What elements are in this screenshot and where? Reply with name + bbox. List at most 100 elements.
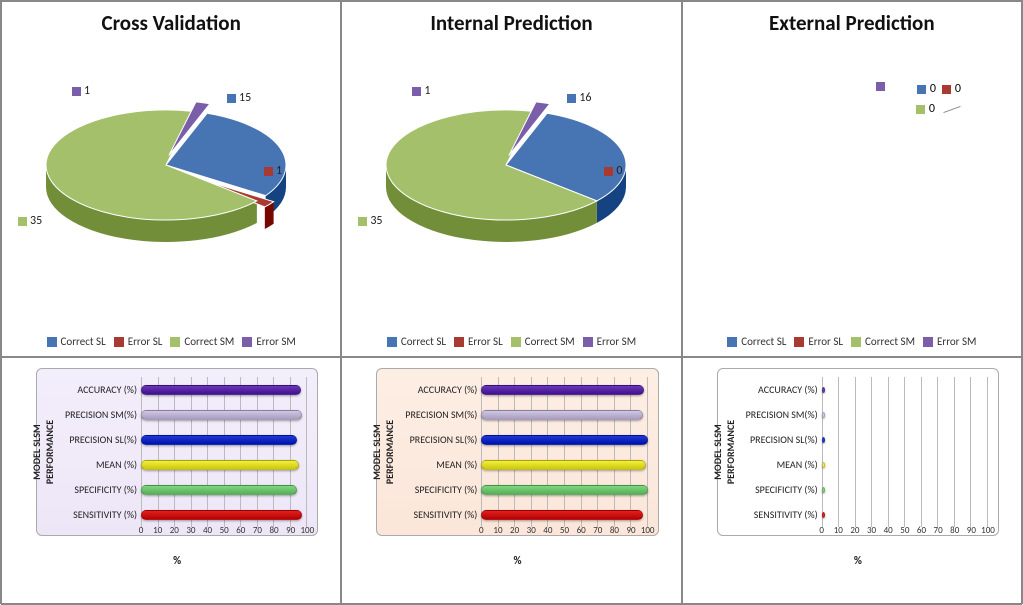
bar-row-label: SENSITIVITY (%) — [381, 508, 477, 521]
bar-row-label: PRECISION SM(%) — [722, 408, 818, 421]
bar-row-label: ACCURACY (%) — [722, 383, 818, 396]
pie-legend-0: Correct SL Error SL Correct SM Error SM — [2, 335, 340, 348]
bar-row-label: MEAN (%) — [41, 458, 137, 471]
bar-row: ACCURACY (%) — [141, 382, 307, 398]
bar-ylabel: MODEL SLSMPERFORMANCE — [711, 420, 737, 484]
bar-row: PRECISION SL(%) — [141, 432, 307, 448]
bar-row-label: SENSITIVITY (%) — [722, 508, 818, 521]
bar-value — [822, 412, 825, 418]
bar-row-label: PRECISION SM(%) — [381, 408, 477, 421]
bar-value — [141, 460, 299, 470]
bar-row: SENSITIVITY (%) — [141, 507, 307, 523]
bar-row: PRECISION SM(%) — [481, 407, 647, 423]
pie-slice-label: 35 — [18, 214, 42, 228]
bar-row-label: PRECISION SM(%) — [41, 408, 137, 421]
bar-xlabels-2: 0102030405060708090100 — [822, 525, 988, 537]
pie-slice-label: 1 — [412, 84, 430, 98]
pie-legend-item: Correct SL — [727, 335, 786, 348]
bar-row-label: SPECIFICITY (%) — [381, 483, 477, 496]
panel-title: Cross Validation — [2, 2, 340, 36]
bar-value — [141, 435, 297, 445]
panel-internal-prediction-pie: Internal Prediction 16 0 35 1 Correct SL Err… — [341, 1, 681, 357]
bar-row: SPECIFICITY (%) — [822, 482, 988, 498]
bar-value — [141, 385, 301, 395]
pie-legend-item: Error SM — [242, 335, 295, 348]
panel-title: Internal Prediction — [342, 2, 680, 36]
bar-value — [481, 510, 642, 520]
panel-cross-validation-bars: MODEL SLSMPERFORMANCE ACCURACY (%)PRECIS… — [1, 357, 341, 605]
panel-cross-validation-pie: Cross Validation 15 1 35 1 Correct SL Error … — [1, 1, 341, 357]
pie-area-2: 0 0 0 — [683, 36, 1021, 316]
bar-xlabels-1: 0102030405060708090100 — [481, 525, 647, 537]
bar-row: SPECIFICITY (%) — [481, 482, 647, 498]
panel-external-prediction-bars: MODEL SLSMPERFORMANCE ACCURACY (%) PRECIS… — [682, 357, 1022, 605]
pie-slice-label: 0 — [604, 164, 622, 178]
panel-internal-prediction-bars: MODEL SLSMPERFORMANCE ACCURACY (%) PRECIS… — [341, 357, 681, 605]
bar-value — [822, 487, 825, 493]
bar-plot-2: MODEL SLSMPERFORMANCE ACCURACY (%)PRECIS… — [717, 368, 999, 536]
pie-legend-item: Correct SL — [387, 335, 446, 348]
bar-value — [141, 510, 302, 520]
pie-slice-label: 35 — [358, 214, 382, 228]
pie-legend-item: Error SL — [454, 335, 503, 348]
bar-row-label: ACCURACY (%) — [381, 383, 477, 396]
bar-xlabels-0: 0102030405060708090100 — [141, 525, 307, 537]
bar-row-label: PRECISION SL(%) — [41, 433, 137, 446]
bar-value — [141, 410, 302, 420]
bar-value — [481, 385, 644, 395]
pie-slice-label: 15 — [227, 91, 251, 105]
bar-xaxis-title: % — [717, 554, 999, 567]
bar-xaxis-title: % — [36, 554, 318, 567]
bar-value — [481, 435, 647, 445]
pie-slice-label: 16 — [567, 91, 591, 105]
bar-row: SPECIFICITY (%) — [141, 482, 307, 498]
pie-legend-item: Correct SM — [851, 335, 915, 348]
bar-row-label: MEAN (%) — [722, 458, 818, 471]
bar-row: ACCURACY (%) — [822, 382, 988, 398]
pie-legend-item: Correct SM — [170, 335, 234, 348]
pie-legend-item: Error SL — [794, 335, 843, 348]
pie-legend-2: Correct SL Error SL Correct SM Error SM — [683, 335, 1021, 348]
pie-area-0: 15 1 35 1 — [2, 36, 340, 316]
bar-value — [141, 485, 297, 495]
bar-value — [481, 410, 642, 420]
pie-area-1: 16 0 35 1 — [342, 36, 680, 316]
pie-legend-item: Error SM — [923, 335, 976, 348]
pie-empty-cluster: 0 0 0 — [916, 82, 961, 116]
bar-row: PRECISION SL(%) — [481, 432, 647, 448]
bar-plot-0: MODEL SLSMPERFORMANCE ACCURACY (%)PRECIS… — [36, 368, 318, 536]
bar-row-label: SPECIFICITY (%) — [41, 483, 137, 496]
panel-external-prediction-pie: External Prediction 0 0 0 Correct SLErro… — [682, 1, 1022, 357]
bar-row-label: PRECISION SL(%) — [381, 433, 477, 446]
pie-legend-item: Error SL — [114, 335, 163, 348]
bar-row: MEAN (%) — [481, 457, 647, 473]
bar-row: ACCURACY (%) — [481, 382, 647, 398]
bar-rows-0: ACCURACY (%)PRECISION SM(%)PRECISION SL(… — [141, 377, 307, 527]
bar-value — [822, 462, 825, 468]
bar-row: MEAN (%) — [822, 457, 988, 473]
bar-row: PRECISION SM(%) — [822, 407, 988, 423]
bar-value — [822, 387, 825, 393]
bar-plot-1: MODEL SLSMPERFORMANCE ACCURACY (%)PRECIS… — [376, 368, 658, 536]
bar-row: PRECISION SL(%) — [822, 432, 988, 448]
bar-row: SENSITIVITY (%) — [822, 507, 988, 523]
bar-ylabel: MODEL SLSMPERFORMANCE — [30, 420, 56, 484]
bar-ylabel: MODEL SLSMPERFORMANCE — [370, 420, 396, 484]
bar-row-label: ACCURACY (%) — [41, 383, 137, 396]
pie-legend-1: Correct SL Error SL Correct SM Error SM — [342, 335, 680, 348]
bar-value — [481, 460, 646, 470]
bar-xaxis-title: % — [376, 554, 658, 567]
bar-row-label: SPECIFICITY (%) — [722, 483, 818, 496]
pie-legend-item: Correct SM — [511, 335, 575, 348]
pie-slice-label: 1 — [264, 164, 282, 178]
bar-row: SENSITIVITY (%) — [481, 507, 647, 523]
bar-row-label: SENSITIVITY (%) — [41, 508, 137, 521]
bar-row-label: MEAN (%) — [381, 458, 477, 471]
pie-legend-item: Error SM — [583, 335, 636, 348]
bar-value — [481, 485, 647, 495]
pie-legend-item: Correct SL — [47, 335, 106, 348]
bar-rows-2: ACCURACY (%) PRECISION SM(%) PRECISION SL(… — [822, 377, 988, 527]
bar-rows-1: ACCURACY (%) PRECISION SM(%) PRECISION SL(… — [481, 377, 647, 527]
bar-value — [822, 437, 825, 443]
pie-slice-label: 1 — [72, 84, 90, 98]
